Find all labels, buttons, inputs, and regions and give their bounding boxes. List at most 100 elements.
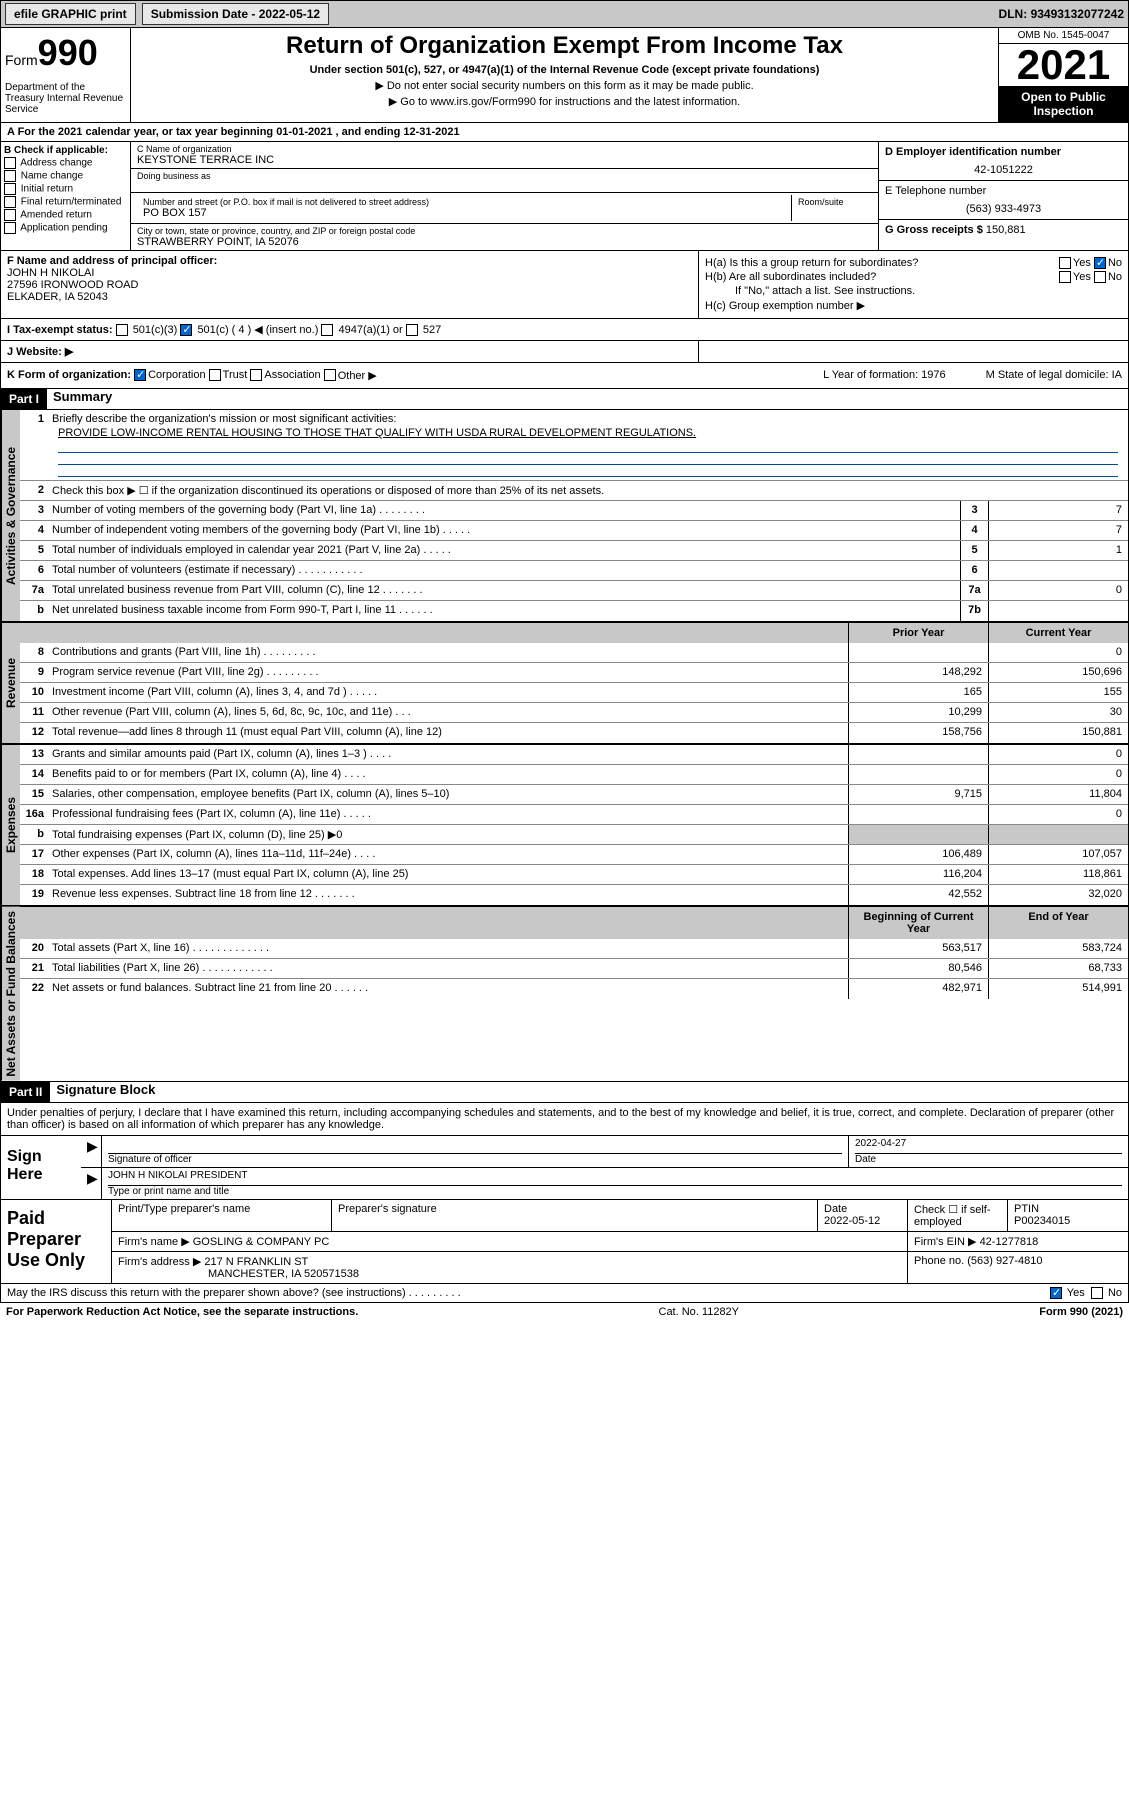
summary-line: 8Contributions and grants (Part VIII, li… (20, 643, 1128, 663)
officer-name-label: Type or print name and title (108, 1186, 1122, 1197)
discuss-question: May the IRS discuss this return with the… (7, 1287, 461, 1299)
sub-date-btn[interactable]: Submission Date - 2022-05-12 (142, 3, 329, 25)
summary-section: Expenses13Grants and similar amounts pai… (1, 745, 1128, 907)
city-value: STRAWBERRY POINT, IA 52076 (137, 236, 872, 248)
gross-value: 150,881 (986, 224, 1026, 236)
section-vertical-label: Activities & Governance (1, 410, 20, 621)
k-o2: Trust (223, 369, 248, 382)
dept-label: Department of the Treasury Internal Reve… (5, 82, 126, 115)
sig-label: Signature of officer (108, 1154, 842, 1165)
footer-mid: Cat. No. 11282Y (358, 1306, 1039, 1318)
row-a-tax-year: A For the 2021 calendar year, or tax yea… (0, 123, 1129, 142)
prep-sig-hdr: Preparer's signature (332, 1200, 818, 1231)
page-footer: For Paperwork Reduction Act Notice, see … (0, 1303, 1129, 1321)
b-option[interactable]: Final return/terminated (4, 196, 127, 208)
col-b-checkboxes: B Check if applicable: Address change Na… (1, 142, 131, 250)
penalty-statement: Under penalties of perjury, I declare th… (0, 1103, 1129, 1136)
mission-line: 1Briefly describe the organization's mis… (20, 410, 1128, 481)
summary-line: 21Total liabilities (Part X, line 26) . … (20, 959, 1128, 979)
sign-here-label: Sign Here (1, 1136, 81, 1199)
sig-line (108, 1138, 842, 1154)
b-option[interactable]: Application pending (4, 222, 127, 234)
form-header: Form990 Department of the Treasury Inter… (0, 28, 1129, 123)
sign-here-section: Sign Here ▶ Signature of officer 2022-04… (0, 1136, 1129, 1200)
col-d-contact: D Employer identification number 42-1051… (878, 142, 1128, 250)
ha-yes-checkbox[interactable] (1059, 257, 1071, 269)
part1-header-row: Part I Summary (0, 389, 1129, 410)
addr-label: Number and street (or P.O. box if mail i… (143, 197, 785, 207)
discuss-no-checkbox[interactable] (1091, 1287, 1103, 1299)
summary-line: 20Total assets (Part X, line 16) . . . .… (20, 939, 1128, 959)
firm-addr-lbl: Firm's address ▶ (118, 1256, 201, 1268)
sub-date: 2022-05-12 (259, 7, 320, 21)
summary-line: 17Other expenses (Part IX, column (A), l… (20, 845, 1128, 865)
k-o1: Corporation (148, 369, 205, 382)
summary-line: 22Net assets or fund balances. Subtract … (20, 979, 1128, 999)
k-corp-checkbox[interactable] (134, 369, 146, 381)
section-vertical-label: Expenses (1, 745, 20, 905)
summary-line: bNet unrelated business taxable income f… (20, 601, 1128, 621)
i-4947-checkbox[interactable] (321, 324, 333, 336)
hb-yes-checkbox[interactable] (1059, 271, 1071, 283)
part1-title: Summary (53, 389, 112, 409)
row-i-status: I Tax-exempt status: 501(c)(3) 501(c) ( … (0, 319, 1129, 341)
officer-addr2: ELKADER, IA 52043 (7, 291, 692, 303)
arrow-icon: ▶ (87, 1170, 98, 1186)
summary-line: 10Investment income (Part VIII, column (… (20, 683, 1128, 703)
city-label: City or town, state or province, country… (137, 226, 872, 236)
ein-value: 42-1051222 (885, 164, 1122, 176)
hb-no-checkbox[interactable] (1094, 271, 1106, 283)
k-state: M State of legal domicile: IA (986, 369, 1122, 382)
h-c-line: H(c) Group exemption number ▶ (705, 299, 1122, 312)
firm-addr2: MANCHESTER, IA 520571538 (118, 1268, 359, 1280)
firm-addr1: 217 N FRANKLIN ST (204, 1256, 308, 1268)
b-option[interactable]: Address change (4, 157, 127, 169)
j-label: J Website: ▶ (7, 346, 73, 358)
summary-line: bTotal fundraising expenses (Part IX, co… (20, 825, 1128, 845)
k-other-checkbox[interactable] (324, 369, 336, 381)
dba-label: Doing business as (137, 171, 872, 181)
prep-date-hdr: Date (824, 1203, 901, 1215)
i-501c-checkbox[interactable] (180, 324, 192, 336)
summary-line: 12Total revenue—add lines 8 through 11 (… (20, 723, 1128, 743)
dln: DLN: 93493132077242 (999, 7, 1124, 21)
k-o3: Association (264, 369, 320, 382)
ptin-hdr: PTIN (1014, 1203, 1122, 1215)
firm-name: GOSLING & COMPANY PC (193, 1236, 330, 1248)
k-year: L Year of formation: 1976 (823, 369, 946, 382)
top-bar: efile GRAPHIC print Submission Date - 20… (0, 0, 1129, 28)
summary-line: 15Salaries, other compensation, employee… (20, 785, 1128, 805)
summary-line: 14Benefits paid to or for members (Part … (20, 765, 1128, 785)
summary-line: 18Total expenses. Add lines 13–17 (must … (20, 865, 1128, 885)
b-option[interactable]: Amended return (4, 209, 127, 221)
i-label: I Tax-exempt status: (7, 324, 113, 336)
section-vertical-label: Net Assets or Fund Balances (1, 907, 20, 1081)
paid-preparer-section: Paid Preparer Use Only Print/Type prepar… (0, 1200, 1129, 1284)
efile-btn[interactable]: efile GRAPHIC print (5, 3, 136, 25)
summary-table: Activities & Governance1Briefly describe… (0, 410, 1129, 1082)
firm-ein: 42-1277818 (980, 1236, 1039, 1248)
i-501c3-checkbox[interactable] (116, 324, 128, 336)
discuss-yes-checkbox[interactable] (1050, 1287, 1062, 1299)
subtitle-2: ▶ Do not enter social security numbers o… (135, 79, 994, 92)
arrow-icon: ▶ (87, 1138, 98, 1154)
officer-name: JOHN H NIKOLAI (7, 267, 692, 279)
footer-left: For Paperwork Reduction Act Notice, see … (6, 1306, 358, 1318)
org-name-label: C Name of organization (137, 144, 872, 154)
discuss-yes: Yes (1067, 1287, 1085, 1299)
discuss-no: No (1108, 1287, 1122, 1299)
hc-cell (698, 341, 1128, 362)
k-trust-checkbox[interactable] (209, 369, 221, 381)
i-527-checkbox[interactable] (406, 324, 418, 336)
part1-badge: Part I (1, 389, 47, 409)
part2-badge: Part II (1, 1082, 50, 1102)
open-public-badge: Open to Public Inspection (999, 86, 1128, 122)
k-assoc-checkbox[interactable] (250, 369, 262, 381)
i-o3: 4947(a)(1) or (339, 324, 403, 336)
firm-name-lbl: Firm's name ▶ (118, 1236, 190, 1248)
b-option[interactable]: Name change (4, 170, 127, 182)
b-option[interactable]: Initial return (4, 183, 127, 195)
subtitle-3: ▶ Go to www.irs.gov/Form990 for instruct… (135, 95, 994, 108)
footer-right: Form 990 (2021) (1039, 1306, 1123, 1318)
ha-no-checkbox[interactable] (1094, 257, 1106, 269)
